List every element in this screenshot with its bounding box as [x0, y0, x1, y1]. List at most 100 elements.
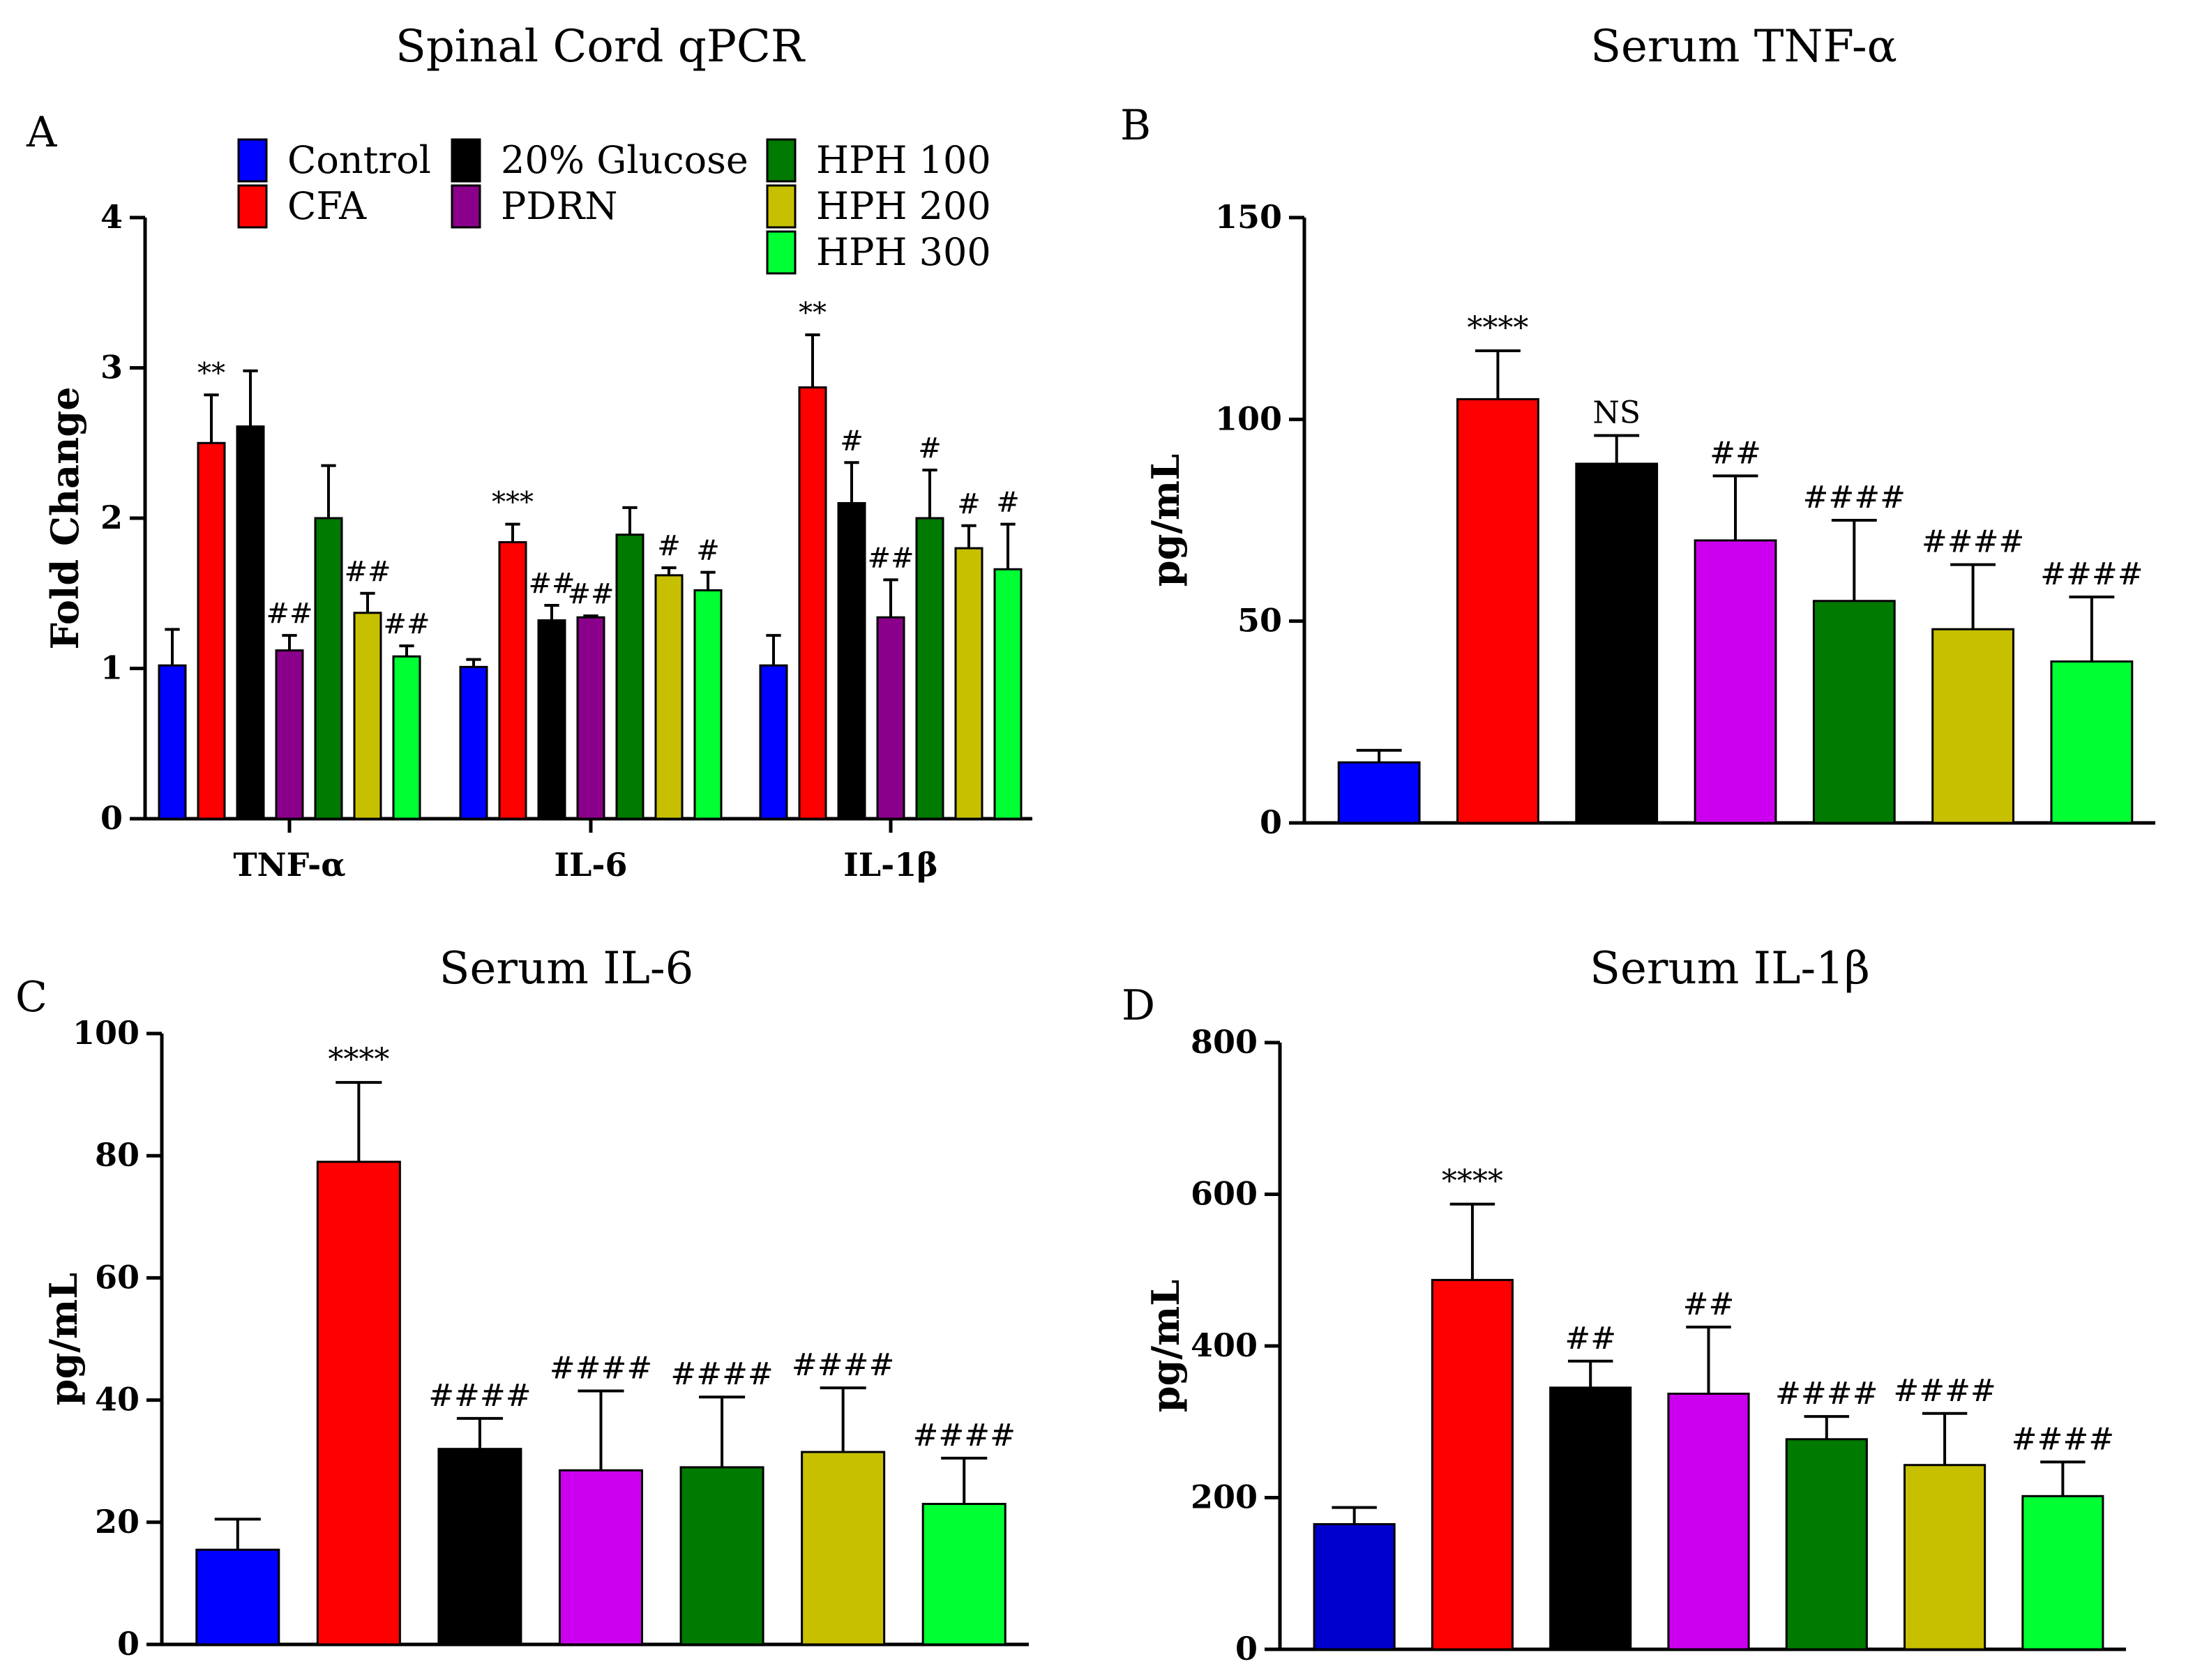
y-tick-label: 40	[95, 1381, 140, 1418]
bar	[1313, 1523, 1396, 1651]
significance-label: ##	[383, 608, 430, 640]
y-tick-label: 3	[100, 349, 123, 386]
significance-label: #	[918, 432, 942, 464]
significance-label: ##	[266, 598, 312, 630]
bar	[679, 1466, 764, 1646]
y-tick-label: 50	[1237, 602, 1282, 640]
x-tick-label: IL-1β	[843, 846, 938, 884]
bar	[1667, 1393, 1750, 1651]
bar	[314, 517, 343, 820]
bar	[837, 501, 866, 820]
bar	[316, 1160, 401, 1646]
bar	[459, 665, 488, 820]
y-axis-label: pg/mL	[1143, 454, 1188, 587]
y-tick-label: 100	[1215, 400, 1282, 437]
bar	[558, 1469, 644, 1646]
bar	[498, 540, 527, 820]
legend-label: HPH 300	[816, 230, 991, 274]
significance-label: ####	[2012, 1421, 2114, 1457]
x-tick-label: IL-6	[555, 846, 628, 884]
bar	[2050, 660, 2134, 824]
bar	[1785, 1438, 1868, 1651]
panel-letter: A	[26, 108, 57, 157]
significance-label: #	[696, 535, 720, 567]
bar	[2021, 1494, 2104, 1651]
bar	[437, 1448, 522, 1646]
bar	[876, 616, 905, 820]
bar	[1575, 462, 1659, 824]
y-tick-label: 4	[100, 198, 123, 236]
significance-label: ####	[670, 1356, 773, 1392]
significance-label: ##	[567, 578, 614, 610]
significance-label: ####	[1775, 1376, 1878, 1412]
significance-label: #	[657, 530, 681, 562]
panel-letter: D	[1122, 981, 1155, 1030]
significance-label: **	[197, 357, 225, 389]
bar	[392, 655, 421, 820]
bar	[1549, 1386, 1632, 1651]
y-tick-label: 400	[1191, 1326, 1258, 1364]
legend-label: PDRN	[501, 184, 618, 228]
bar	[1337, 761, 1421, 824]
significance-label: ####	[1922, 524, 2024, 560]
bar	[1931, 628, 2014, 824]
bar	[275, 649, 304, 820]
significance-label: ####	[1893, 1373, 1996, 1409]
bar	[801, 1451, 886, 1646]
significance-label: #	[957, 488, 981, 520]
y-tick-label: 0	[1260, 803, 1282, 841]
significance-label: ##	[1565, 1321, 1616, 1356]
bar	[915, 517, 944, 820]
significance-label: ##	[344, 556, 391, 588]
significance-label: ****	[1442, 1164, 1503, 1200]
bar	[1812, 600, 1896, 824]
y-tick-label: 20	[95, 1503, 140, 1541]
significance-label: ####	[912, 1418, 1015, 1453]
legend-swatch	[237, 184, 268, 229]
bar	[921, 1503, 1007, 1646]
bar	[693, 589, 723, 820]
panel-letter: B	[1120, 101, 1151, 150]
bar	[1456, 398, 1539, 824]
significance-label: **	[799, 297, 827, 329]
y-tick-label: 800	[1191, 1023, 1258, 1061]
significance-label: ##	[528, 568, 575, 600]
y-tick-label: 600	[1191, 1175, 1258, 1213]
significance-label: #	[840, 425, 864, 457]
x-tick-label: TNF-α	[233, 846, 345, 884]
significance-label: ##	[867, 542, 914, 574]
bar	[353, 612, 382, 820]
legend-label: HPH 100	[816, 138, 991, 182]
chart-title: Spinal Cord qPCR	[395, 21, 806, 73]
bar	[993, 568, 1023, 820]
significance-label: ***	[492, 487, 534, 519]
y-tick-label: 200	[1191, 1478, 1258, 1516]
legend-swatch	[451, 184, 481, 229]
legend-label: Control	[287, 138, 431, 182]
y-tick-label: 0	[100, 799, 123, 837]
y-tick-label: 1	[100, 649, 123, 687]
bar	[576, 616, 605, 820]
significance-label: ****	[1467, 310, 1528, 346]
panel-d: Serum IL-1βD0200400600800pg/mL****######…	[1122, 943, 2126, 1667]
y-tick-label: 60	[95, 1258, 140, 1296]
bar	[1431, 1278, 1514, 1651]
bar	[158, 664, 187, 820]
bar	[197, 441, 226, 820]
significance-label: NS	[1592, 395, 1641, 430]
y-tick-label: 150	[1215, 198, 1282, 236]
bar	[195, 1548, 280, 1646]
significance-label: ##	[1683, 1287, 1735, 1322]
significance-label: ####	[792, 1347, 894, 1383]
y-tick-label: 80	[95, 1136, 140, 1174]
legend-label: HPH 200	[816, 184, 991, 228]
y-tick-label: 2	[100, 499, 123, 536]
bar	[615, 533, 645, 820]
panel-c: Serum IL-6 C 0 20 40 60 80 100 pg/mL **** #### ####…	[15, 943, 1029, 1663]
significance-label: ####	[428, 1378, 531, 1414]
bar	[954, 547, 983, 820]
legend-swatch	[766, 230, 797, 275]
